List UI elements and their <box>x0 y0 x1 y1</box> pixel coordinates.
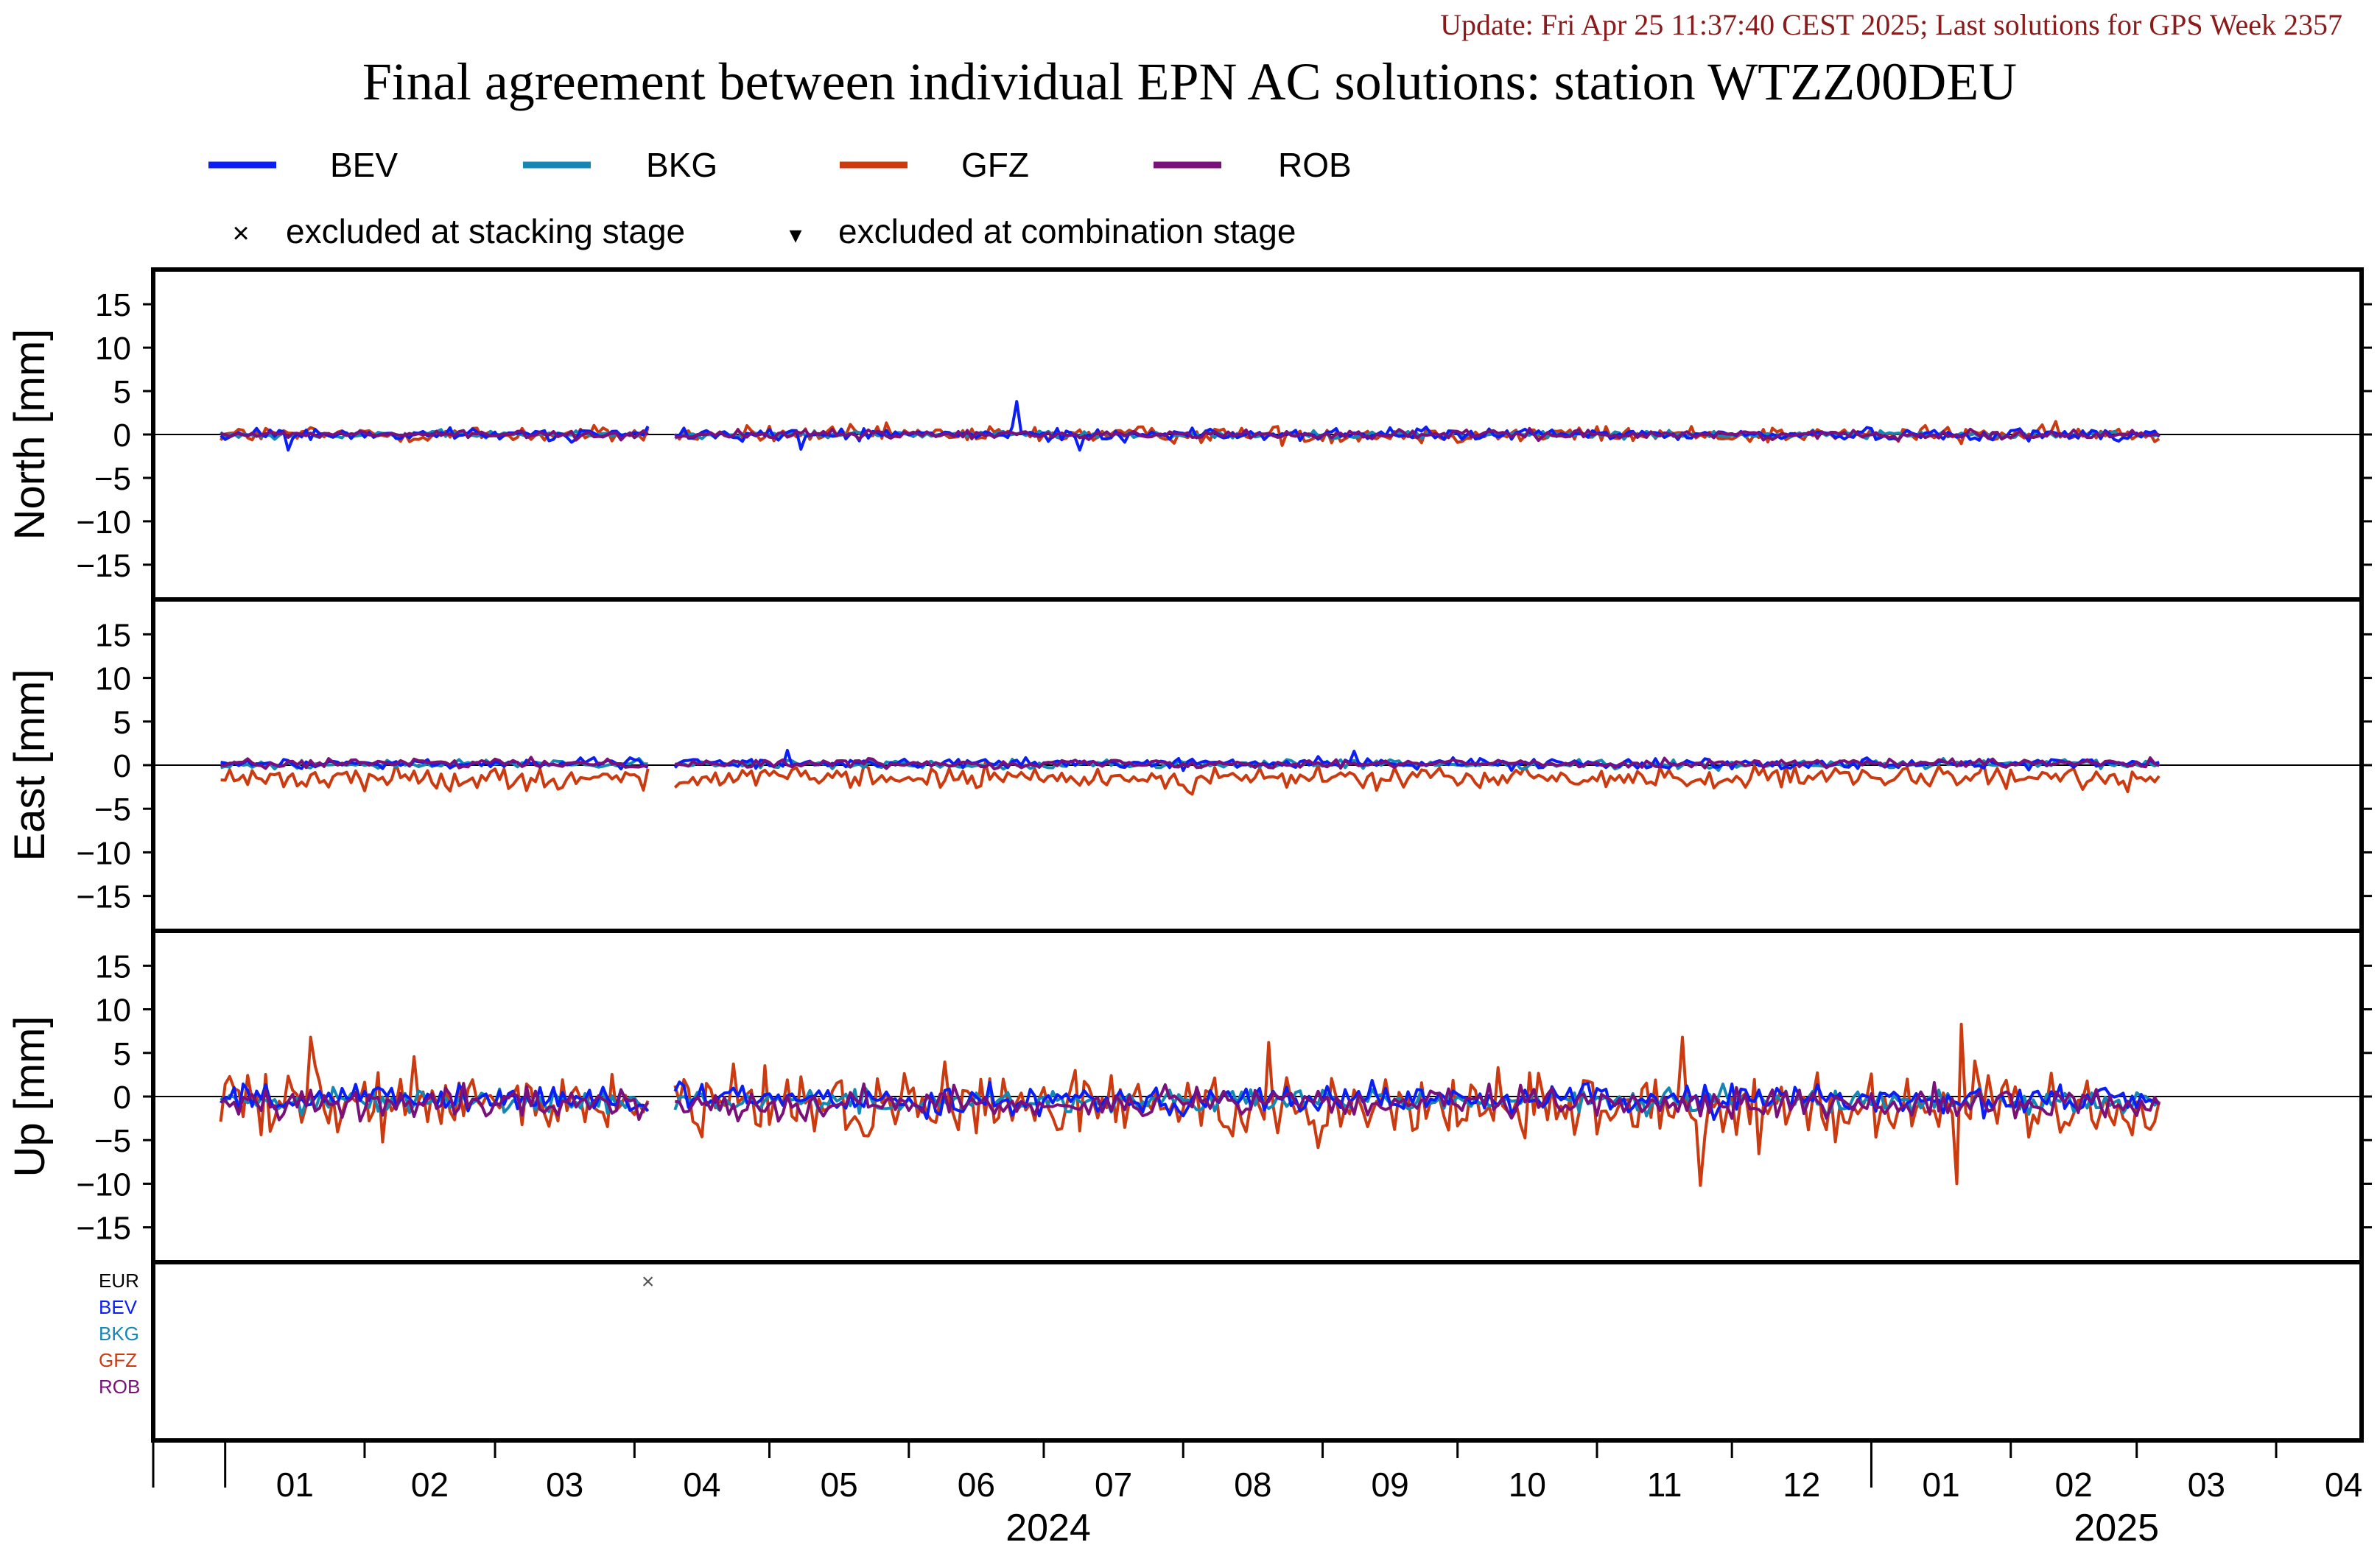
update-text: Update: Fri Apr 25 11:37:40 CEST 2025; L… <box>1440 8 2342 41</box>
exclusion-panel: EUR BEV BKG GFZ ROB × <box>99 1260 2364 1443</box>
x-month-label-14: 03 <box>2188 1465 2225 1504</box>
legend: BEV BKG GFZ ROB <box>208 146 1352 184</box>
north-ytick-label-5: 5 <box>113 374 131 410</box>
legend-label-bkg: BKG <box>646 146 717 184</box>
up-ytick-label-0: 0 <box>113 1080 131 1116</box>
up-ytick-label-15: 15 <box>95 949 131 985</box>
north-series-rob-1 <box>675 426 2160 443</box>
exclusion-row-rob: ROB <box>99 1376 140 1398</box>
north-ytick-label-0: 0 <box>113 418 131 454</box>
north-ytick-label--10: −10 <box>76 504 131 541</box>
exclusion-row-gfz: GFZ <box>99 1349 137 1371</box>
stacking-marker-symbol: × <box>232 217 249 250</box>
north-ytick-label-15: 15 <box>95 287 131 323</box>
exclusion-row-bev: BEV <box>99 1296 138 1318</box>
panels: 15 10 5 0 −5 −10 −15 North [mm] 15 10 5 0 −5 −10 −15 Ea… <box>6 267 2372 1264</box>
up-series-gfz-1 <box>673 1022 2161 1187</box>
east-series-gfz-1 <box>673 761 2160 796</box>
legend-label-rob: ROB <box>1278 146 1352 184</box>
east-ytick-label-5: 5 <box>113 705 131 741</box>
east-series-rob-1 <box>675 756 2160 771</box>
up-ytick-label-5: 5 <box>113 1036 131 1072</box>
x-year-label-2025: 2025 <box>2074 1507 2159 1545</box>
up-series-rob-1 <box>675 1081 2160 1123</box>
east-ytick-label-0: 0 <box>113 748 131 784</box>
x-month-label-0: 01 <box>276 1465 314 1504</box>
panel-east: 15 10 5 0 −5 −10 −15 East [mm] <box>6 597 2372 933</box>
x-month-label-12: 01 <box>1923 1465 1960 1504</box>
x-month-label-8: 09 <box>1372 1465 1409 1504</box>
x-month-label-1: 02 <box>411 1465 449 1504</box>
north-ytick-label--5: −5 <box>94 461 131 497</box>
x-month-label-7: 08 <box>1234 1465 1271 1504</box>
north-ytick-label-10: 10 <box>95 331 131 367</box>
exclusion-row-bkg: BKG <box>99 1323 139 1345</box>
x-month-label-6: 07 <box>1095 1465 1132 1504</box>
exclusion-marker-0: × <box>642 1270 655 1294</box>
combination-marker-label: excluded at combination stage <box>838 212 1296 250</box>
panel-up: 15 10 5 0 −5 −10 −15 Up [mm] <box>6 929 2372 1264</box>
up-ytick-label--15: −15 <box>76 1211 131 1247</box>
north-ytick-label--15: −15 <box>76 548 131 584</box>
legend-label-gfz: GFZ <box>961 146 1029 184</box>
x-month-label-4: 05 <box>821 1465 858 1504</box>
up-ylabel: Up [mm] <box>6 1016 54 1177</box>
x-month-label-2: 03 <box>546 1465 583 1504</box>
x-month-label-5: 06 <box>958 1465 995 1504</box>
east-ytick-label--10: −10 <box>76 835 131 871</box>
x-month-label-9: 10 <box>1509 1465 1546 1504</box>
x-month-label-10: 11 <box>1647 1465 1682 1504</box>
legend-label-bev: BEV <box>330 146 398 184</box>
x-month-label-13: 02 <box>2055 1465 2093 1504</box>
east-series-gfz-0 <box>220 762 650 793</box>
up-ytick-label-10: 10 <box>95 993 131 1029</box>
up-series-rob-0 <box>220 1082 650 1123</box>
east-series-rob-0 <box>220 756 648 770</box>
x-month-label-15: 04 <box>2325 1465 2362 1504</box>
x-month-label-3: 04 <box>683 1465 720 1504</box>
east-ytick-label-10: 10 <box>95 661 131 697</box>
legend-markers: × excluded at stacking stage ▾ excluded … <box>232 212 1296 250</box>
stacking-marker-label: excluded at stacking stage <box>286 212 685 250</box>
combination-marker-symbol: ▾ <box>789 221 801 249</box>
up-ytick-label--10: −10 <box>76 1166 131 1203</box>
exclusion-frame <box>151 1260 2364 1443</box>
east-ytick-label--15: −15 <box>76 879 131 915</box>
x-month-label-11: 12 <box>1783 1465 1820 1504</box>
exclusion-row-eur: EUR <box>99 1270 139 1292</box>
x-axis: 01 02 03 04 05 06 07 08 09 10 11 12 01 02 03 04 2024 2025 <box>152 1442 2362 1545</box>
panel-north: 15 10 5 0 −5 −10 −15 North [mm] <box>6 267 2372 602</box>
up-series-gfz-0 <box>219 1035 650 1144</box>
east-ytick-label--5: −5 <box>94 792 131 828</box>
east-ytick-label-15: 15 <box>95 617 131 653</box>
x-year-label-2024: 2024 <box>1005 1507 1091 1545</box>
east-ylabel: East [mm] <box>6 669 54 861</box>
up-ytick-label--5: −5 <box>94 1123 131 1159</box>
north-series-rob-0 <box>220 429 649 442</box>
north-ylabel: North [mm] <box>6 329 54 541</box>
north-series-bev-1 <box>675 400 2160 452</box>
chart-title: Final agreement between individual EPN A… <box>362 52 2017 111</box>
